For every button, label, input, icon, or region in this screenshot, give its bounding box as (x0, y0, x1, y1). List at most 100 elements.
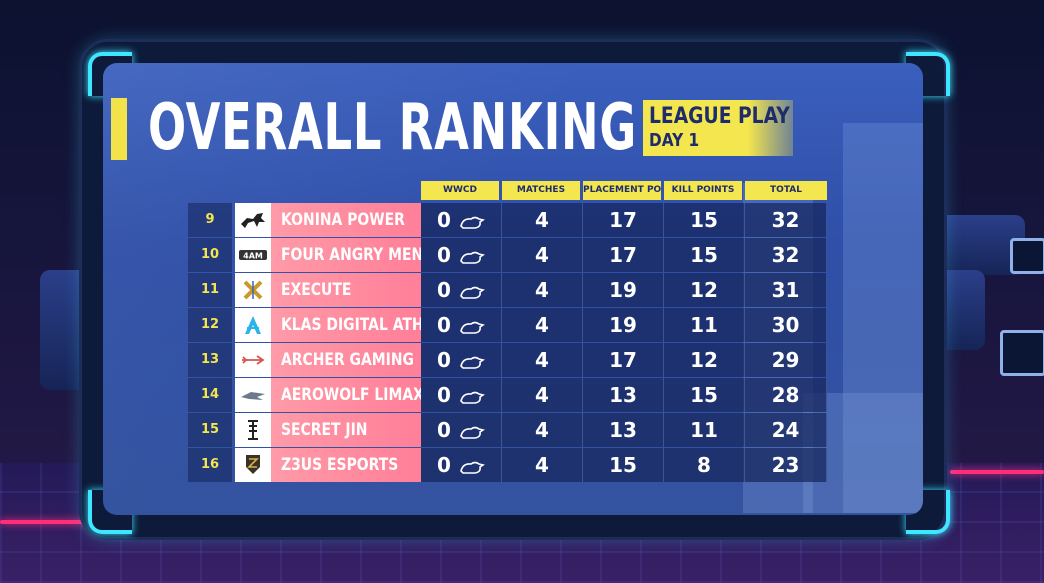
wwcd-value: 0 (437, 453, 451, 477)
wwcd-value: 0 (437, 313, 451, 337)
team-name: ARCHER GAMING (271, 343, 421, 377)
total-cell: 30 (745, 308, 827, 342)
klas-logo-icon (235, 308, 271, 342)
matches-cell: 4 (502, 448, 583, 482)
chicken-icon (460, 461, 485, 474)
table-row: 10 4AM FOUR ANGRY MEN 0 4 17 15 32 (103, 238, 923, 272)
matches-cell: 4 (502, 203, 583, 237)
frame-corner (88, 52, 132, 96)
matches-cell: 4 (502, 308, 583, 342)
subtitle-day: DAY 1 (649, 130, 700, 151)
team-name-text: Z3US ESPORTS (281, 455, 399, 475)
studio-monitor (1000, 330, 1044, 376)
wwcd-value: 0 (437, 208, 451, 232)
wwcd-cell: 0 (421, 413, 502, 447)
matches-cell: 4 (502, 343, 583, 377)
table-row: 15 SECRET JIN 0 4 13 11 24 (103, 413, 923, 447)
placement-cell: 17 (583, 203, 664, 237)
matches-cell: 4 (502, 413, 583, 447)
total-cell: 23 (745, 448, 827, 482)
total-cell: 32 (745, 203, 827, 237)
page-title: OVERALL RANKING (148, 91, 638, 165)
horse-logo-icon (235, 203, 271, 237)
total-cell: 24 (745, 413, 827, 447)
wwcd-value: 0 (437, 278, 451, 302)
matches-cell: 4 (502, 238, 583, 272)
kills-cell: 11 (664, 308, 745, 342)
column-header-wwcd: WWCD (421, 181, 499, 200)
placement-cell: 19 (583, 273, 664, 307)
wwcd-cell: 0 (421, 448, 502, 482)
frame-corner (906, 490, 950, 534)
placement-cell: 17 (583, 343, 664, 377)
rank-cell: 13 (188, 343, 232, 377)
kills-cell: 15 (664, 378, 745, 412)
team-name: Z3US ESPORTS (271, 448, 421, 482)
wwcd-cell: 0 (421, 378, 502, 412)
wwcd-value: 0 (437, 243, 451, 267)
rank-cell: 16 (188, 448, 232, 482)
rank-cell: 10 (188, 238, 232, 272)
subtitle-badge: LEAGUE PLAY DAY 1 (643, 100, 793, 156)
matches-cell: 4 (502, 273, 583, 307)
team-name: FOUR ANGRY MEN (271, 238, 421, 272)
table-row: 13 ARCHER GAMING 0 4 17 12 29 (103, 343, 923, 377)
chicken-icon (460, 216, 485, 229)
placement-cell: 13 (583, 378, 664, 412)
studio-monitor (1010, 238, 1044, 274)
archer-logo-icon (235, 343, 271, 377)
column-header-total: TOTAL (745, 181, 827, 200)
chicken-icon (460, 286, 485, 299)
placement-cell: 15 (583, 448, 664, 482)
wwcd-cell: 0 (421, 343, 502, 377)
total-cell: 32 (745, 238, 827, 272)
team-name: KONINA POWER (271, 203, 421, 237)
ranking-screen: OVERALL RANKING LEAGUE PLAY DAY 1 WWCD M… (103, 63, 923, 515)
wwcd-cell: 0 (421, 203, 502, 237)
team-name-text: AEROWOLF LIMAX (281, 385, 421, 405)
column-header-placement: PLACEMENT POINTS (583, 181, 661, 200)
total-cell: 31 (745, 273, 827, 307)
team-name-text: KONINA POWER (281, 210, 405, 230)
chicken-icon (460, 426, 485, 439)
chicken-icon (460, 391, 485, 404)
title-accent-bar (111, 98, 127, 160)
rank-cell: 14 (188, 378, 232, 412)
team-name-text: FOUR ANGRY MEN (281, 245, 421, 265)
team-name: AEROWOLF LIMAX (271, 378, 421, 412)
rank-cell: 9 (188, 203, 232, 237)
chicken-icon (460, 356, 485, 369)
table-row: 9 KONINA POWER 0 4 17 15 32 (103, 203, 923, 237)
kills-cell: 15 (664, 203, 745, 237)
secret-jin-logo-icon (235, 413, 271, 447)
team-name: EXECUTE (271, 273, 421, 307)
placement-cell: 13 (583, 413, 664, 447)
team-name-text: SECRET JIN (281, 420, 368, 440)
table-row: 16 Z3US ESPORTS 0 4 15 8 23 (103, 448, 923, 482)
wwcd-value: 0 (437, 418, 451, 442)
kills-cell: 11 (664, 413, 745, 447)
table-row: 14 AEROWOLF LIMAX 0 4 13 15 28 (103, 378, 923, 412)
background-building (843, 123, 923, 513)
table-row: 12 KLAS DIGITAL ATHLETICS 0 4 19 11 30 (103, 308, 923, 342)
placement-cell: 19 (583, 308, 664, 342)
matches-cell: 4 (502, 378, 583, 412)
aerowolf-logo-icon (235, 378, 271, 412)
z3us-logo-icon (235, 448, 271, 482)
kills-cell: 8 (664, 448, 745, 482)
team-name-text: KLAS DIGITAL ATHLETICS (281, 315, 421, 335)
wwcd-cell: 0 (421, 273, 502, 307)
svg-text:4AM: 4AM (243, 252, 263, 261)
kills-cell: 12 (664, 343, 745, 377)
frame-corner (88, 490, 132, 534)
rank-cell: 11 (188, 273, 232, 307)
total-cell: 29 (745, 343, 827, 377)
neon-strip (0, 520, 120, 524)
team-name-text: ARCHER GAMING (281, 350, 414, 370)
team-name: KLAS DIGITAL ATHLETICS (271, 308, 421, 342)
kills-cell: 12 (664, 273, 745, 307)
frame-corner (906, 52, 950, 96)
column-header-kills: KILL POINTS (664, 181, 742, 200)
wwcd-cell: 0 (421, 238, 502, 272)
wwcd-cell: 0 (421, 308, 502, 342)
